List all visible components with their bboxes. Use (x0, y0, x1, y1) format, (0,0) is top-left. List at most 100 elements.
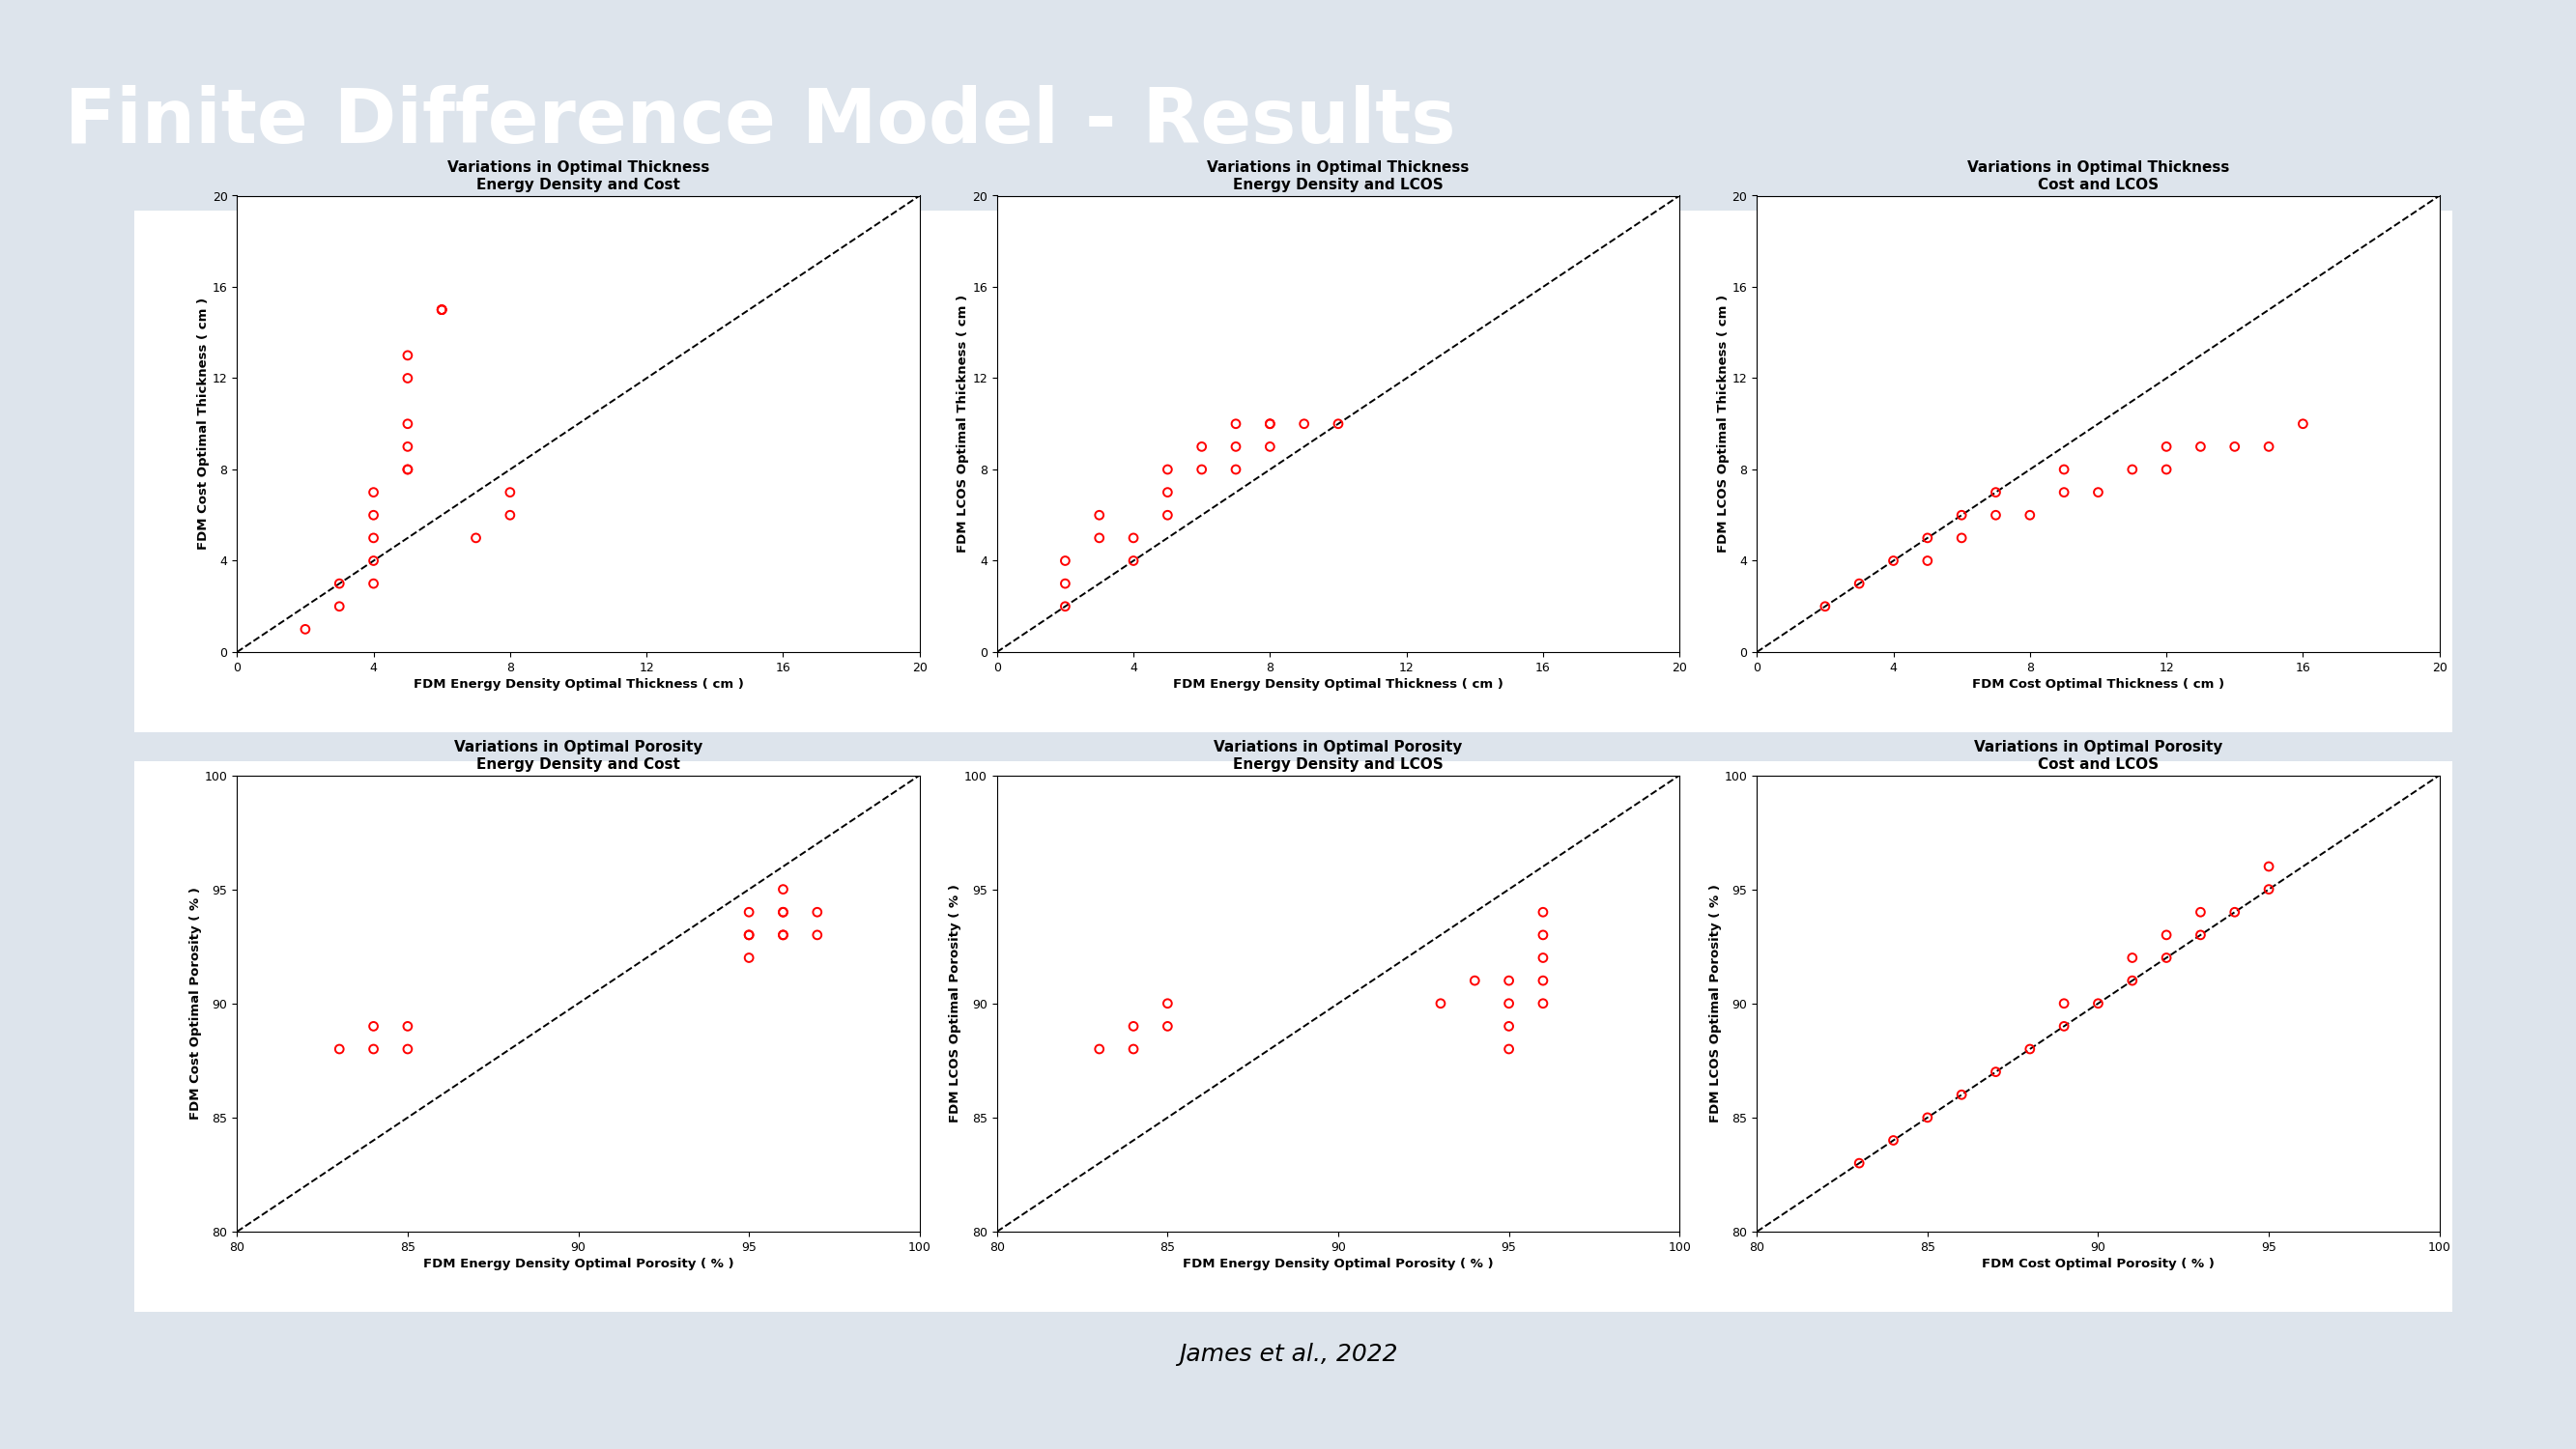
Point (1522, 969, 1564, 993)
Point (353, 481, 394, 504)
Point (1146, 458, 1188, 481)
Point (1216, 435, 1257, 458)
Point (1046, 572, 1087, 596)
Title: Variations in Optimal Thickness
Cost and LCOS: Variations in Optimal Thickness Cost and… (1968, 161, 2228, 191)
Y-axis label: FDM Cost Optimal Porosity ( % ): FDM Cost Optimal Porosity ( % ) (188, 887, 201, 1120)
Point (2043, 458, 2084, 481)
FancyBboxPatch shape (77, 197, 2509, 745)
Y-axis label: FDM Cost Optimal Thickness ( cm ): FDM Cost Optimal Thickness ( cm ) (196, 297, 209, 551)
Point (762, 923, 804, 946)
Point (386, 1014, 428, 1037)
Point (762, 900, 804, 924)
Point (2146, 923, 2187, 946)
Point (2249, 878, 2290, 901)
Point (1839, 1152, 1880, 1175)
Y-axis label: FDM LCOS Optimal Thickness ( cm ): FDM LCOS Optimal Thickness ( cm ) (1716, 294, 1728, 554)
Point (2249, 435, 2290, 458)
Point (1489, 969, 1530, 993)
Point (1942, 526, 1984, 549)
Point (422, 298, 464, 322)
Y-axis label: FDM LCOS Optimal Porosity ( % ): FDM LCOS Optimal Porosity ( % ) (1708, 884, 1721, 1123)
Point (489, 481, 531, 504)
Point (796, 900, 837, 924)
Point (2079, 991, 2120, 1014)
FancyBboxPatch shape (77, 748, 2509, 1324)
Point (796, 923, 837, 946)
Point (1046, 594, 1087, 617)
Point (1079, 1037, 1121, 1061)
Point (1079, 503, 1121, 526)
Point (1942, 503, 1984, 526)
Point (1180, 458, 1221, 481)
Title: Variations in Optimal Porosity
Energy Density and Cost: Variations in Optimal Porosity Energy De… (453, 740, 703, 771)
Point (1976, 1061, 2017, 1084)
Point (1942, 1084, 1984, 1107)
Point (2043, 481, 2084, 504)
Point (456, 526, 497, 549)
Point (1453, 969, 1494, 993)
Point (729, 946, 770, 969)
Title: Variations in Optimal Porosity
Cost and LCOS: Variations in Optimal Porosity Cost and … (1973, 740, 2223, 771)
Point (2179, 923, 2221, 946)
Point (2282, 412, 2324, 435)
Point (319, 1037, 361, 1061)
Title: Variations in Optimal Thickness
Energy Density and Cost: Variations in Optimal Thickness Energy D… (448, 161, 708, 191)
Point (1522, 991, 1564, 1014)
Point (1873, 1129, 1914, 1152)
Point (2043, 991, 2084, 1014)
X-axis label: FDM Cost Optimal Thickness ( cm ): FDM Cost Optimal Thickness ( cm ) (1973, 678, 2223, 691)
Point (729, 923, 770, 946)
Point (1249, 435, 1291, 458)
Point (1113, 549, 1154, 572)
Point (386, 343, 428, 367)
Y-axis label: FDM LCOS Optimal Thickness ( cm ): FDM LCOS Optimal Thickness ( cm ) (956, 294, 969, 554)
Point (422, 298, 464, 322)
Point (1283, 412, 1324, 435)
Point (489, 503, 531, 526)
Point (1216, 458, 1257, 481)
Point (1419, 991, 1461, 1014)
Point (2009, 503, 2050, 526)
Point (762, 878, 804, 901)
Point (1146, 1014, 1188, 1037)
Point (319, 572, 361, 596)
X-axis label: FDM Energy Density Optimal Thickness ( cm ): FDM Energy Density Optimal Thickness ( c… (412, 678, 744, 691)
Point (1489, 1014, 1530, 1037)
Point (2009, 1037, 2050, 1061)
Text: James et al., 2022: James et al., 2022 (1180, 1342, 1396, 1365)
Point (1146, 503, 1188, 526)
Point (1113, 526, 1154, 549)
Point (1522, 900, 1564, 924)
Point (1906, 1106, 1947, 1129)
Point (1976, 503, 2017, 526)
Point (1839, 572, 1880, 596)
Point (1146, 991, 1188, 1014)
X-axis label: FDM Cost Optimal Porosity ( % ): FDM Cost Optimal Porosity ( % ) (1981, 1258, 2215, 1271)
Point (729, 923, 770, 946)
Point (1906, 549, 1947, 572)
Point (386, 1037, 428, 1061)
Point (1113, 1037, 1154, 1061)
Point (319, 594, 361, 617)
Title: Variations in Optimal Porosity
Energy Density and LCOS: Variations in Optimal Porosity Energy De… (1213, 740, 1463, 771)
X-axis label: FDM Energy Density Optimal Porosity ( % ): FDM Energy Density Optimal Porosity ( % … (422, 1258, 734, 1271)
Point (1216, 412, 1257, 435)
X-axis label: FDM Energy Density Optimal Thickness ( cm ): FDM Energy Density Optimal Thickness ( c… (1172, 678, 1504, 691)
Point (1522, 923, 1564, 946)
Text: Finite Difference Model - Results: Finite Difference Model - Results (64, 85, 1455, 158)
Point (1806, 594, 1847, 617)
Point (2112, 458, 2154, 481)
Point (283, 617, 325, 640)
Point (1976, 481, 2017, 504)
Point (386, 367, 428, 390)
Point (2112, 969, 2154, 993)
Point (2146, 946, 2187, 969)
Point (2043, 1014, 2084, 1037)
Point (353, 1037, 394, 1061)
Point (1113, 1014, 1154, 1037)
Point (353, 549, 394, 572)
Point (2079, 481, 2120, 504)
Point (1046, 549, 1087, 572)
Point (1489, 1037, 1530, 1061)
Point (762, 900, 804, 924)
